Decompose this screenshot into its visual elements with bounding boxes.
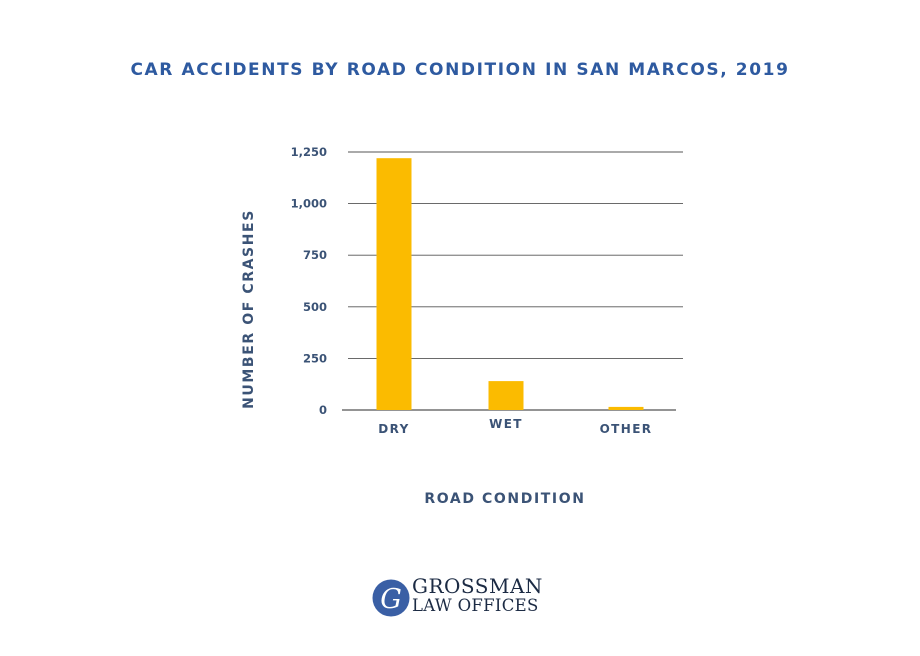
y-axis-label: NUMBER OF CRASHES <box>241 209 257 409</box>
x-tick-labels: DRY WET OTHER <box>378 417 653 436</box>
logo-name: GROSSMAN <box>412 574 543 598</box>
y-tick-labels: 0 250 500 750 1,000 1,250 <box>291 145 327 417</box>
y-tick-label: 500 <box>303 300 327 314</box>
x-tick-label: DRY <box>378 422 409 436</box>
y-tick-label: 1,000 <box>291 197 327 211</box>
logo-subtitle: LAW OFFICES <box>412 596 539 615</box>
x-axis-label: ROAD CONDITION <box>424 491 585 507</box>
x-tick-label: OTHER <box>600 422 653 436</box>
grossman-law-offices-logo: G GROSSMAN LAW OFFICES <box>372 576 562 620</box>
y-tick-label: 1,250 <box>291 145 327 159</box>
y-tick-label: 0 <box>319 403 327 417</box>
y-tick-label: 250 <box>303 351 327 365</box>
logo-monogram-letter: G <box>380 584 402 615</box>
x-tick-label: WET <box>489 417 523 431</box>
chart-title: CAR ACCIDENTS BY ROAD CONDITION IN SAN M… <box>130 60 790 80</box>
bars <box>376 158 644 410</box>
bar-dry <box>376 158 412 410</box>
bar-other <box>608 406 644 410</box>
bar-wet <box>488 381 524 410</box>
y-tick-label: 750 <box>303 248 327 262</box>
g-monogram-icon: G <box>372 579 410 617</box>
